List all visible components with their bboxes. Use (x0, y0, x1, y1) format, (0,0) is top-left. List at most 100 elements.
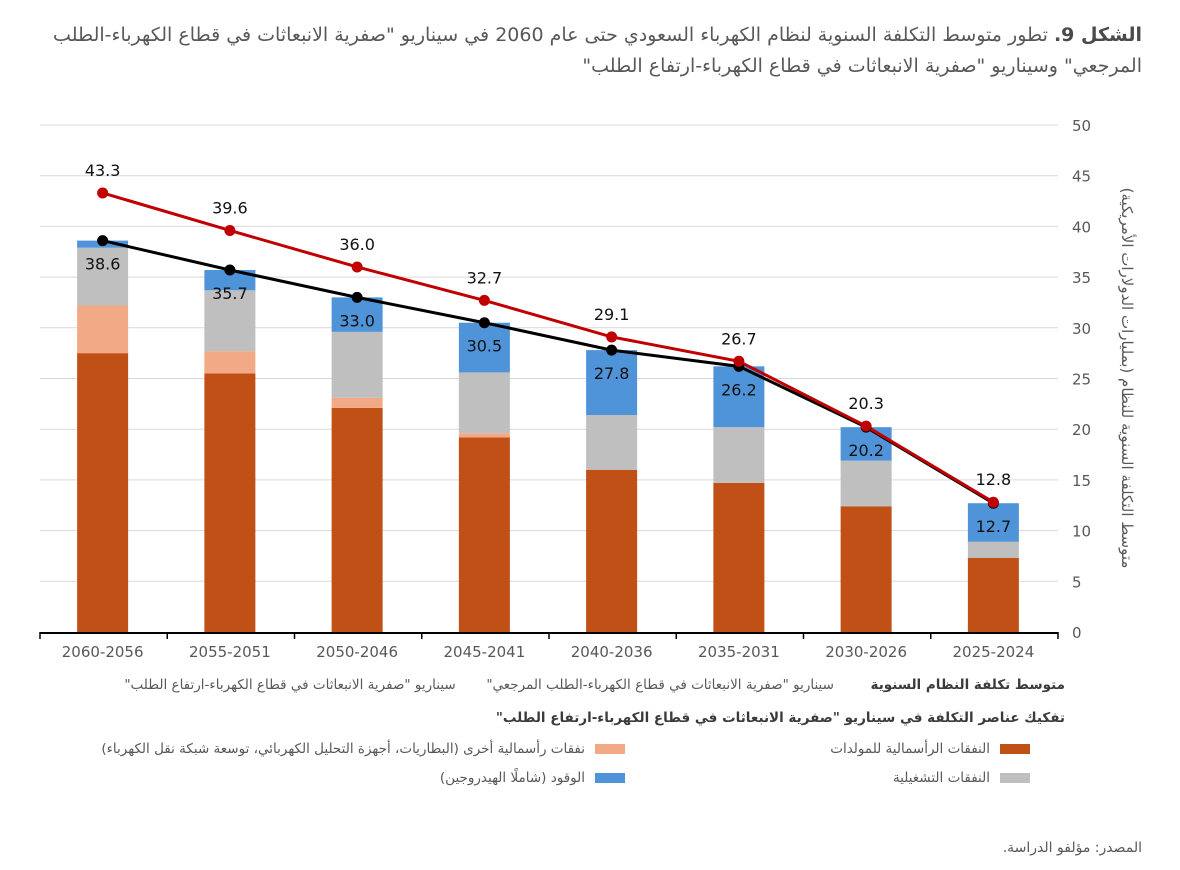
x-tick-label: 2035-2031 (698, 643, 780, 661)
bar-segment (331, 297, 383, 332)
x-tick-label: 2060-2056 (62, 643, 144, 661)
x-tick-label: 2050-2046 (316, 643, 398, 661)
point-reference-demand (97, 235, 109, 247)
bar-segment (713, 366, 765, 428)
bar-segment (586, 350, 638, 416)
bar-segment (967, 541, 1019, 558)
data-label-high-demand: 20.3 (848, 394, 884, 413)
point-high-demand (987, 496, 999, 508)
legend-item-reference-demand: سيناريو "صفرية الانبعاثات في قطاع الكهرب… (486, 677, 834, 693)
source-note: المصدر: مؤلفو الدراسة. (1002, 840, 1142, 856)
point-high-demand (351, 261, 363, 273)
stacked-bars (77, 240, 1019, 632)
data-label-high-demand: 36.0 (339, 235, 375, 254)
data-label-reference-demand: 20.2 (848, 441, 884, 460)
point-reference-demand (224, 264, 236, 276)
data-label-reference-demand: 26.2 (721, 380, 757, 399)
bar-segment (331, 407, 383, 632)
legend-label: النفقات الرأسمالية للمولدات (830, 741, 990, 757)
bar-segment (713, 482, 765, 632)
bar-segment (967, 503, 1019, 542)
bar-segment (77, 353, 129, 632)
legend-label: نفقات رأسمالية أخرى (البطاريات، أجهزة ال… (101, 741, 585, 757)
y-axis-label: متوسط التكلفة السنوية للنظام (بمليارات ا… (1118, 188, 1137, 569)
line-reference-demand (102, 239, 995, 505)
data-labels: 38.6 35.7 33.0 30.5 27.8 26.2 20.2 12.7 43.3 39.6… (85, 161, 1011, 536)
legend-item-other-capex: نفقات رأسمالية أخرى (البطاريات، أجهزة ال… (101, 741, 625, 758)
y-axis-ticks: 0 5 10 15 20 25 30 35 40 45 50 (1072, 117, 1091, 642)
y-tick-label: 5 (1072, 573, 1082, 591)
bar-segment (77, 247, 129, 306)
x-tick-label: 2025-2024 (952, 643, 1034, 661)
bar-segment (840, 460, 892, 507)
bar-segment (331, 397, 383, 408)
figure-label: الشكل 9. (1053, 24, 1142, 46)
bar-segment (77, 305, 129, 354)
legend-lines-heading: متوسط تكلفة النظام السنوية (870, 677, 1065, 693)
data-label-high-demand: 32.7 (467, 268, 503, 287)
point-high-demand (97, 187, 109, 199)
point-reference-demand (606, 344, 618, 356)
bar-segment (204, 270, 256, 291)
bar-segment (458, 437, 510, 632)
point-high-demand (606, 331, 618, 343)
legend-item-opex: النفقات التشغيلية (893, 770, 1030, 787)
y-tick-label: 15 (1072, 472, 1091, 490)
bar-segment (204, 290, 256, 352)
figure-title: الشكل 9. تطور متوسط التكلفة السنوية لنظا… (22, 20, 1142, 82)
y-tick-label: 30 (1072, 320, 1091, 338)
legend-lines: متوسط تكلفة النظام السنوية سيناريو "صفري… (124, 677, 1065, 693)
data-label-reference-demand: 35.7 (212, 284, 248, 303)
point-high-demand (733, 355, 745, 367)
data-label-reference-demand: 12.7 (976, 517, 1012, 536)
bar-segment (458, 372, 510, 434)
y-tick-label: 10 (1072, 523, 1091, 541)
bar-segment (713, 427, 765, 483)
line-high-demand (102, 191, 995, 504)
legend-label: سيناريو "صفرية الانبعاثات في قطاع الكهرب… (486, 677, 834, 693)
bar-segment (204, 373, 256, 632)
y-tick-label: 45 (1072, 168, 1091, 186)
data-label-high-demand: 43.3 (85, 161, 121, 180)
bar-segment (458, 322, 510, 373)
legend-bars-heading-row: تفكيك عناصر التكلفة في سيناريو "صفرية ال… (496, 710, 1065, 726)
bar-segment (458, 433, 510, 438)
point-high-demand (860, 420, 872, 432)
y-tick-label: 50 (1072, 117, 1091, 135)
x-tick-label: 2045-2041 (443, 643, 525, 661)
y-tick-label: 20 (1072, 421, 1091, 439)
x-tick-label: 2055-2051 (189, 643, 271, 661)
data-label-high-demand: 29.1 (594, 305, 630, 324)
point-reference-demand (478, 317, 490, 329)
data-label-high-demand: 39.6 (212, 198, 248, 217)
point-reference-demand (351, 291, 363, 303)
point-high-demand (224, 224, 236, 236)
legend-item-high-demand: سيناريو "صفرية الانبعاثات في قطاع الكهرب… (124, 677, 455, 693)
x-axis: 2060-2056 2055-2051 2050-2046 2045-2041 2040… (39, 632, 1059, 661)
legend-label: سيناريو "صفرية الانبعاثات في قطاع الكهرب… (124, 677, 456, 693)
bar-segment (967, 557, 1019, 632)
bar-segment (204, 351, 256, 374)
legend-bars-heading: تفكيك عناصر التكلفة في سيناريو "صفرية ال… (495, 710, 1065, 726)
bar-segment (331, 331, 383, 398)
bar-segment (840, 506, 892, 632)
data-label-high-demand: 26.7 (721, 329, 757, 348)
y-tick-label: 25 (1072, 371, 1091, 389)
data-label-high-demand: 12.8 (976, 470, 1012, 489)
legend-label: النفقات التشغيلية (892, 770, 990, 786)
x-tick-label: 2030-2026 (825, 643, 907, 661)
gridlines (40, 124, 1058, 582)
y-tick-label: 40 (1072, 218, 1091, 236)
data-label-reference-demand: 38.6 (85, 255, 121, 274)
legend-item-fuel: الوقود (شاملًا الهيدروجين) (440, 770, 625, 787)
data-label-reference-demand: 27.8 (594, 364, 630, 383)
legend-swatch-generator-capex (1000, 744, 1030, 754)
legend-swatch-fuel (595, 773, 625, 783)
x-tick-label: 2040-2036 (571, 643, 653, 661)
line-series (97, 187, 999, 509)
bar-segment (586, 415, 638, 470)
legend-swatch-other-capex (595, 744, 625, 754)
legend-item-generator-capex: النفقات الرأسمالية للمولدات (830, 741, 1030, 758)
legend-label: الوقود (شاملًا الهيدروجين) (439, 770, 585, 786)
